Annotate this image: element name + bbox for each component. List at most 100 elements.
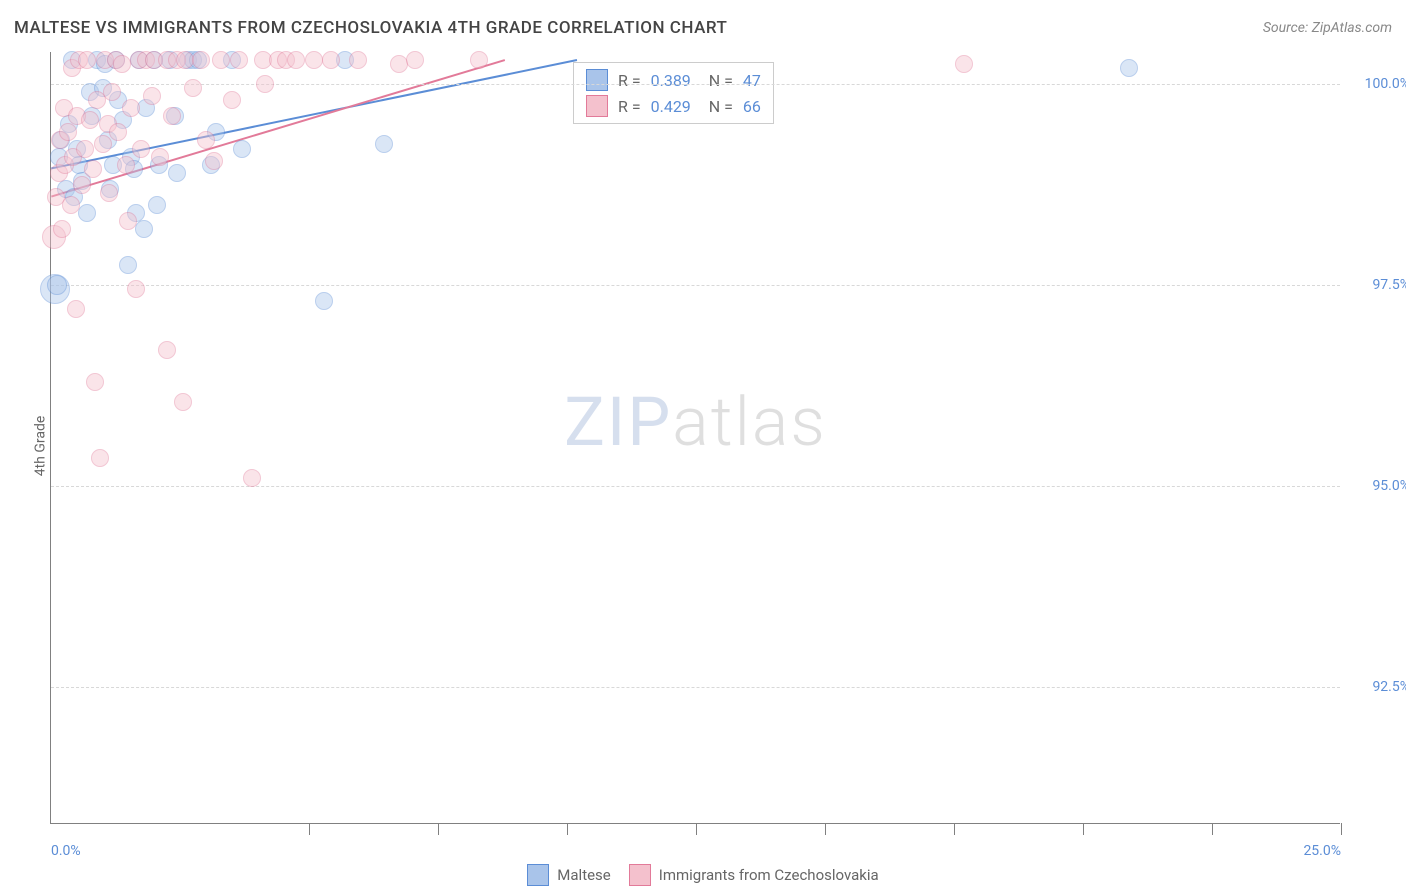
x-tick xyxy=(1083,823,1084,835)
scatter-point xyxy=(119,212,137,230)
scatter-point xyxy=(59,123,77,141)
scatter-point xyxy=(78,51,96,69)
scatter-point xyxy=(78,204,96,222)
stats-box: R = 0.389 N = 47R = 0.429 N = 66 xyxy=(573,62,774,124)
scatter-point xyxy=(86,373,104,391)
x-tick xyxy=(567,823,568,835)
scatter-point xyxy=(163,107,181,125)
scatter-point xyxy=(76,140,94,158)
stats-n-value: 66 xyxy=(743,97,761,116)
scatter-point xyxy=(53,220,71,238)
scatter-point xyxy=(81,111,99,129)
legend-swatch xyxy=(527,864,549,886)
scatter-point xyxy=(100,184,118,202)
scatter-point xyxy=(62,196,80,214)
legend-label: Immigrants from Czechoslovakia xyxy=(659,866,879,884)
scatter-point xyxy=(127,280,145,298)
gridline-h xyxy=(51,285,1340,286)
scatter-point xyxy=(192,51,210,69)
scatter-point xyxy=(256,75,274,93)
scatter-point xyxy=(47,275,67,295)
x-tick xyxy=(696,823,697,835)
scatter-point xyxy=(113,55,131,73)
gridline-h xyxy=(51,486,1340,487)
watermark-atlas: atlas xyxy=(672,382,827,462)
legend: Maltese Immigrants from Czechoslovakia xyxy=(0,864,1406,886)
scatter-point xyxy=(230,51,248,69)
scatter-point xyxy=(197,131,215,149)
scatter-point xyxy=(84,160,102,178)
x-tick xyxy=(954,823,955,835)
stats-n-label: N = xyxy=(701,71,733,90)
scatter-point xyxy=(135,220,153,238)
scatter-point xyxy=(233,140,251,158)
scatter-point xyxy=(122,99,140,117)
legend-item: Maltese xyxy=(527,864,610,886)
x-tick xyxy=(309,823,310,835)
stats-n-label: N = xyxy=(701,97,733,116)
scatter-point xyxy=(168,164,186,182)
legend-swatch xyxy=(629,864,651,886)
header-row: MALTESE VS IMMIGRANTS FROM CZECHOSLOVAKI… xyxy=(14,18,1392,38)
x-tick xyxy=(438,823,439,835)
legend-item: Immigrants from Czechoslovakia xyxy=(629,864,879,886)
scatter-point xyxy=(243,469,261,487)
scatter-point xyxy=(205,152,223,170)
scatter-point xyxy=(103,83,121,101)
stats-r-value: 0.429 xyxy=(651,97,691,116)
chart-title: MALTESE VS IMMIGRANTS FROM CZECHOSLOVAKI… xyxy=(14,18,727,38)
stats-row: R = 0.389 N = 47 xyxy=(574,67,773,93)
stats-swatch xyxy=(586,69,608,91)
stats-n-value: 47 xyxy=(743,71,761,90)
x-tick xyxy=(1212,823,1213,835)
scatter-point xyxy=(375,135,393,153)
plot-area: ZIPatlas R = 0.389 N = 47R = 0.429 N = 6… xyxy=(50,52,1340,824)
chart-source: Source: ZipAtlas.com xyxy=(1263,20,1392,36)
scatter-point xyxy=(143,87,161,105)
trend-lines-svg xyxy=(51,52,1340,823)
gridline-h xyxy=(51,687,1340,688)
scatter-point xyxy=(158,341,176,359)
scatter-point xyxy=(148,196,166,214)
stats-swatch xyxy=(586,95,608,117)
x-tick xyxy=(825,823,826,835)
chart-container: MALTESE VS IMMIGRANTS FROM CZECHOSLOVAKI… xyxy=(0,0,1406,892)
scatter-point xyxy=(94,135,112,153)
scatter-point xyxy=(184,79,202,97)
stats-r-value: 0.389 xyxy=(651,71,691,90)
scatter-point xyxy=(315,292,333,310)
scatter-point xyxy=(955,55,973,73)
x-tick-label: 25.0% xyxy=(1291,843,1341,859)
scatter-point xyxy=(1120,59,1138,77)
y-tick-label: 92.5% xyxy=(1350,679,1406,695)
scatter-point xyxy=(174,393,192,411)
scatter-point xyxy=(67,300,85,318)
stats-r-label: R = xyxy=(618,97,641,116)
scatter-point xyxy=(223,91,241,109)
gridline-h xyxy=(51,84,1340,85)
scatter-point xyxy=(287,51,305,69)
watermark-zip: ZIP xyxy=(564,382,672,462)
y-axis-label: 4th Grade xyxy=(32,416,48,477)
scatter-point xyxy=(109,123,127,141)
scatter-point xyxy=(322,51,340,69)
watermark: ZIPatlas xyxy=(564,382,827,462)
scatter-point xyxy=(91,449,109,467)
scatter-point xyxy=(212,51,230,69)
scatter-point xyxy=(117,156,135,174)
scatter-point xyxy=(119,256,137,274)
stats-r-label: R = xyxy=(618,71,641,90)
scatter-point xyxy=(73,176,91,194)
scatter-point xyxy=(470,51,488,69)
scatter-point xyxy=(406,51,424,69)
scatter-point xyxy=(305,51,323,69)
y-tick-label: 95.0% xyxy=(1350,478,1406,494)
legend-label: Maltese xyxy=(557,866,610,884)
stats-row: R = 0.429 N = 66 xyxy=(574,93,773,119)
scatter-point xyxy=(349,51,367,69)
y-tick-label: 97.5% xyxy=(1350,277,1406,293)
scatter-point xyxy=(132,140,150,158)
y-tick-label: 100.0% xyxy=(1350,76,1406,92)
x-tick xyxy=(1341,823,1342,835)
scatter-point xyxy=(151,148,169,166)
